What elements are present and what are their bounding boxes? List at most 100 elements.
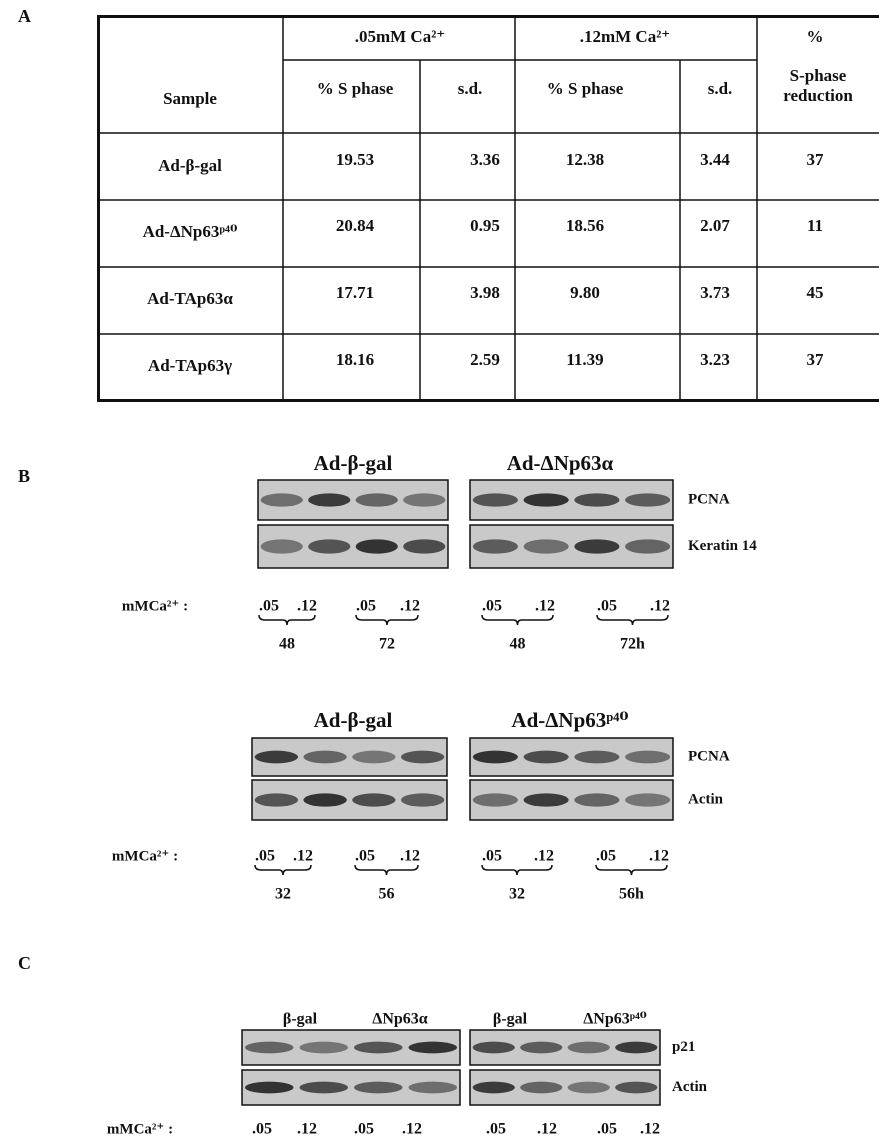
blot-band (574, 751, 619, 764)
calcium-label: mMCa²⁺ : (107, 1121, 173, 1137)
blot-marker: Keratin 14 (688, 538, 757, 554)
blot-band (524, 539, 569, 553)
blot-title: Ad-β-gal (314, 451, 393, 475)
table-cell: 37 (807, 150, 825, 169)
blot-band (354, 1042, 402, 1054)
blot-band (245, 1082, 293, 1094)
panel-label: A (18, 6, 31, 26)
blot-band (300, 1082, 348, 1094)
blot-band (409, 1042, 457, 1054)
blot-band (574, 493, 619, 506)
group-header: .05mM Ca²⁺ (355, 27, 446, 46)
brace (255, 865, 311, 875)
sample-name: Ad-TAp63γ (148, 356, 232, 375)
blot-band (520, 1082, 562, 1094)
blot-band (625, 539, 670, 553)
time-label: 56 (379, 886, 395, 903)
concentration: .05 (252, 1121, 272, 1138)
table-cell: 3.23 (700, 350, 730, 369)
concentration: .12 (649, 848, 669, 865)
concentration: .05 (597, 1121, 617, 1138)
table-cell: 19.53 (336, 150, 374, 169)
blot-band (245, 1042, 293, 1054)
column-header: Sample (163, 89, 217, 108)
concentration: .05 (356, 598, 376, 615)
blot-band (403, 539, 445, 553)
table-cell: 11 (807, 216, 823, 235)
blot-marker: p21 (672, 1039, 695, 1055)
blot-band (625, 793, 670, 806)
concentration: .05 (354, 1121, 374, 1138)
brace (597, 615, 668, 625)
sample-name: Ad-β-gal (158, 156, 222, 175)
blot-title: ΔNp63α (372, 1011, 427, 1028)
concentration: .12 (535, 598, 555, 615)
table-cell: 0.95 (470, 216, 500, 235)
table-cell: 3.44 (700, 150, 730, 169)
table-cell: 3.98 (470, 283, 500, 302)
blot-band (261, 493, 303, 506)
table-cell: 2.07 (700, 216, 730, 235)
blot-marker: PCNA (688, 748, 730, 764)
brace (355, 865, 418, 875)
concentration: .12 (293, 848, 313, 865)
sample-name: Ad-ΔNp63ᵖ⁴⁰ (143, 222, 238, 241)
blot-band (568, 1082, 610, 1094)
blot-band (352, 751, 395, 764)
blot-band (568, 1042, 610, 1054)
blot-band (524, 751, 569, 764)
blot-band (625, 493, 670, 506)
column-header: s.d. (458, 79, 483, 98)
blot-marker: Actin (688, 791, 724, 807)
blot-title: Ad-β-gal (314, 708, 393, 732)
blot-band (574, 539, 619, 553)
page: ABC.05mM Ca²⁺.12mM Ca²⁺%Sample% S phases… (0, 0, 879, 1139)
column-header: S-phase reduction (760, 66, 876, 106)
blot-band (473, 1082, 515, 1094)
blot-band (303, 751, 346, 764)
column-header: s.d. (708, 79, 733, 98)
concentration: .12 (297, 598, 317, 615)
blot-band (524, 793, 569, 806)
blot-band (261, 539, 303, 553)
time-label: 56h (619, 886, 644, 903)
calcium-label: mMCa²⁺ : (122, 598, 188, 614)
table-cell: 17.71 (336, 283, 374, 302)
table-cell: 11.39 (566, 350, 603, 369)
column-header: % S phase (317, 79, 394, 98)
concentration: .12 (400, 598, 420, 615)
table-cell: 18.16 (336, 350, 374, 369)
blot-band (409, 1082, 457, 1094)
sample-name: Ad-TAp63α (147, 289, 233, 308)
concentration: .05 (482, 848, 502, 865)
brace (259, 615, 315, 625)
blot-band (356, 493, 398, 506)
time-label: 32 (509, 886, 525, 903)
blot-band (615, 1082, 657, 1094)
blot-title: ΔNp63ᵖ⁴⁰ (583, 1011, 647, 1028)
time-label: 72 (379, 636, 395, 653)
table-cell: 3.73 (700, 283, 730, 302)
blot-band (625, 751, 670, 764)
concentration: .05 (355, 848, 375, 865)
header-cell: S-phase reduction (760, 66, 876, 126)
blot-band (615, 1042, 657, 1054)
concentration: .12 (537, 1121, 557, 1138)
concentration: .05 (482, 598, 502, 615)
blot-band (473, 539, 518, 553)
concentration: .12 (402, 1121, 422, 1138)
blot-band (300, 1042, 348, 1054)
blot-band (352, 793, 395, 806)
blot-band (520, 1042, 562, 1054)
blot-band (401, 751, 444, 764)
group-header: % (807, 27, 824, 46)
blot-marker: PCNA (688, 491, 730, 507)
blot-band (354, 1082, 402, 1094)
panel-label: C (18, 953, 31, 973)
blot-band (255, 751, 298, 764)
table-cell: 2.59 (470, 350, 500, 369)
time-label: 32 (275, 886, 291, 903)
time-label: 48 (279, 636, 295, 653)
group-header: .12mM Ca²⁺ (580, 27, 671, 46)
concentration: .12 (640, 1121, 660, 1138)
